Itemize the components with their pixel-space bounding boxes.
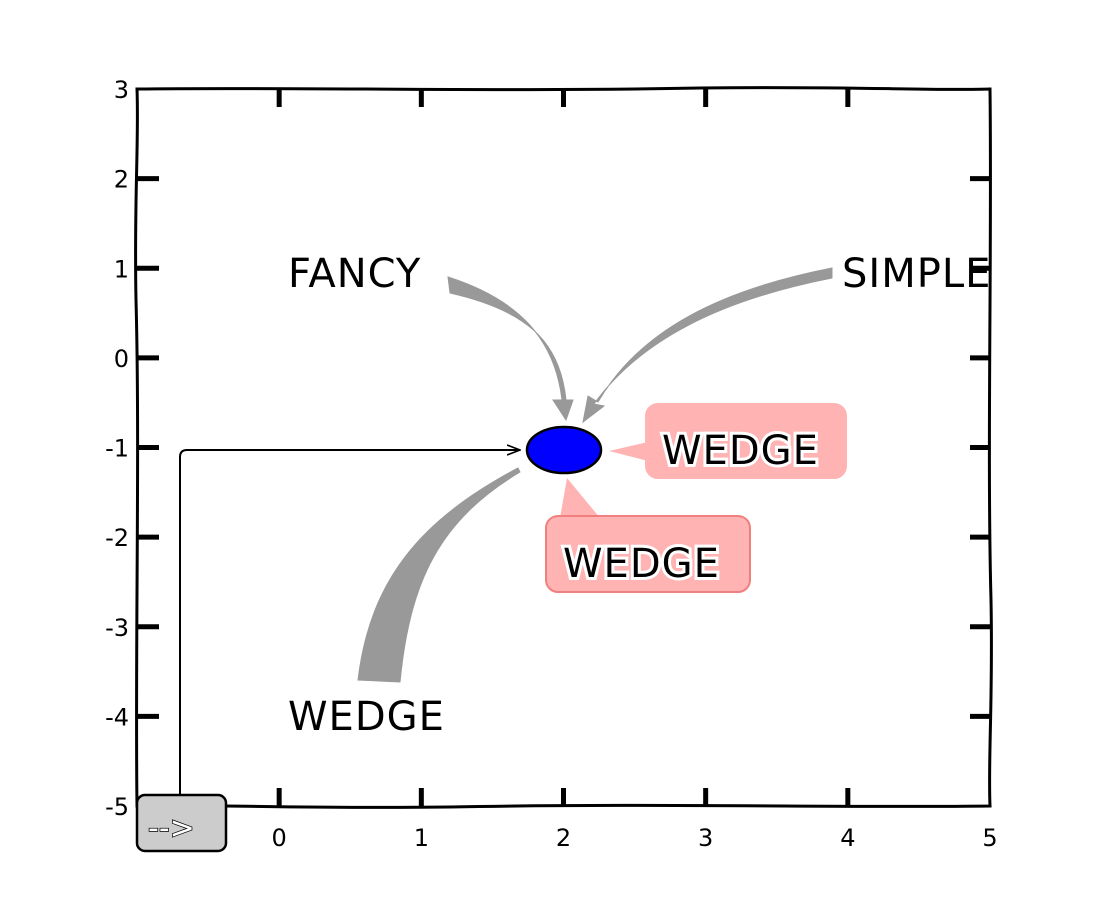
- arrow-label-box: [135, 793, 228, 853]
- wedge-arrow-long: [357, 467, 521, 683]
- y-tick-label: 2: [114, 166, 129, 194]
- annotation-arrow-label: -->: [148, 811, 195, 846]
- wedge-box-right: [645, 403, 847, 479]
- x-tick-label: 0: [272, 824, 287, 852]
- x-tick-label: 5: [982, 824, 997, 852]
- simple-arrow: [582, 267, 833, 424]
- annotation-wedge-bottom: WEDGE: [288, 694, 445, 740]
- x-tick-label: 1: [414, 824, 429, 852]
- annotation-simple: SIMPLE: [842, 251, 991, 297]
- y-tick-label: 0: [114, 345, 129, 373]
- axes-frame: [134, 86, 993, 809]
- angle-arrow: [179, 450, 520, 795]
- y-tick-label: -5: [105, 793, 129, 821]
- x-tick-label: 4: [840, 824, 855, 852]
- tick-labels: 0 1 2 3 4 5 3 2 1 0 -1 -2 -3 -4 -5: [105, 76, 998, 852]
- y-tick-label: -2: [105, 524, 129, 552]
- y-tick-label: -4: [105, 703, 129, 731]
- x-tick-label: 2: [556, 824, 571, 852]
- fancy-arrow: [447, 276, 574, 422]
- annotation-wedge-lower: WEDGE: [563, 541, 720, 587]
- y-tick-label: 1: [114, 255, 129, 283]
- annotation-fancy: FANCY: [288, 251, 421, 297]
- ticks: [137, 89, 990, 806]
- y-tick-label: -3: [105, 614, 129, 642]
- wedge-box-lower: [545, 515, 751, 593]
- y-tick-label: 3: [114, 76, 129, 104]
- blue-ellipse: [525, 425, 603, 475]
- y-tick-label: -1: [105, 435, 129, 463]
- x-tick-label: 3: [698, 824, 713, 852]
- annotation-wedge-right: WEDGE: [662, 428, 819, 474]
- wedge-pointer-right: [609, 442, 648, 461]
- wedge-pointer-lower: [560, 478, 600, 518]
